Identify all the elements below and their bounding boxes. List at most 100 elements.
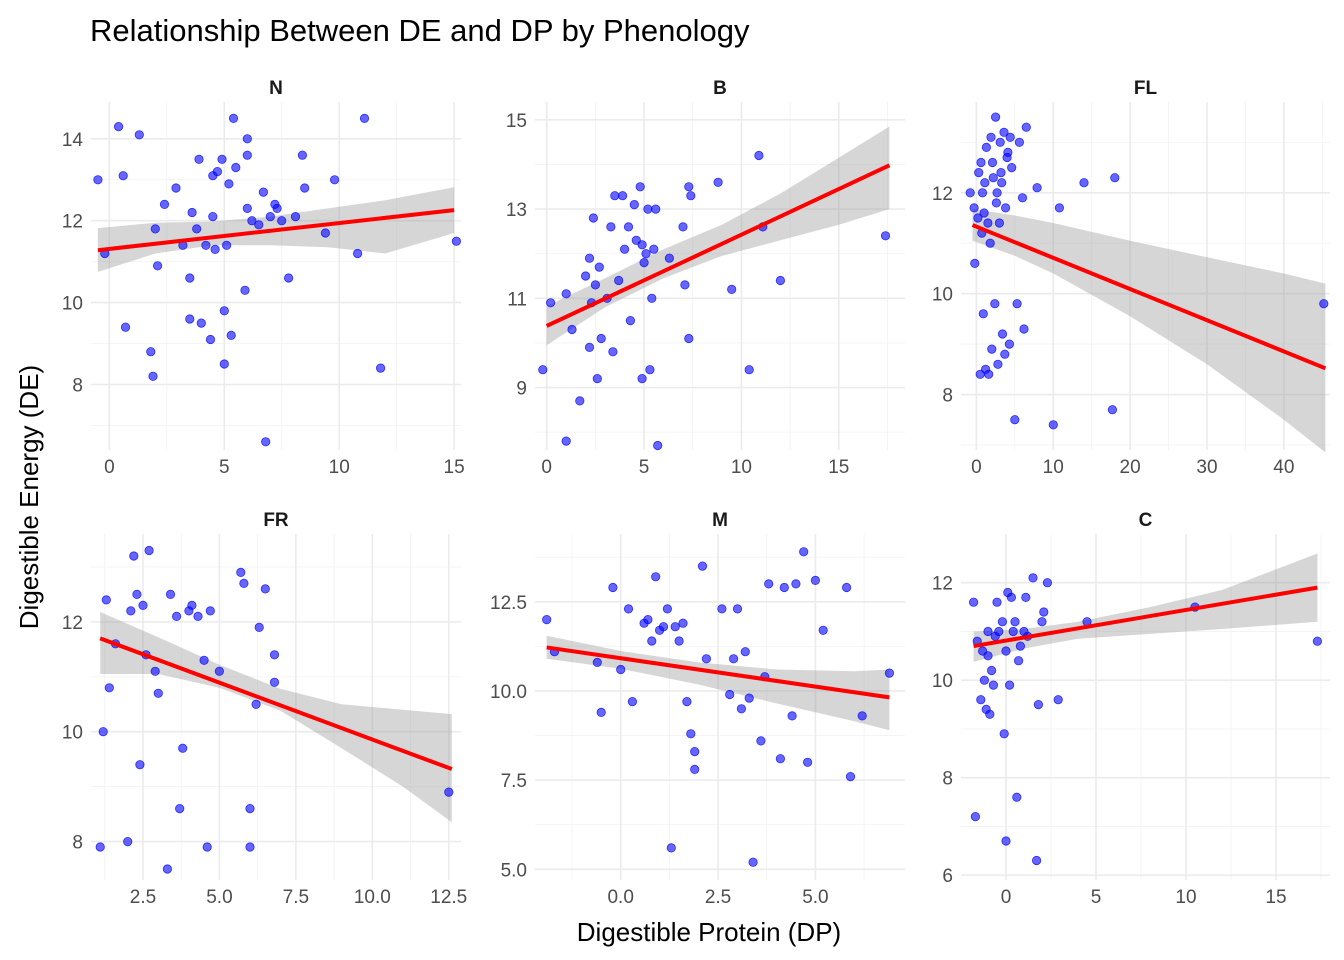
data-point	[978, 309, 988, 319]
data-point	[1012, 792, 1022, 802]
data-point	[979, 675, 990, 685]
data-point	[185, 314, 195, 324]
data-point	[684, 182, 694, 192]
data-point	[584, 253, 595, 263]
data-point	[973, 213, 983, 223]
data-point	[674, 636, 684, 646]
data-point	[970, 811, 981, 822]
x-tick-label: 12.5	[430, 887, 467, 908]
y-tick-label: 8	[72, 833, 83, 854]
data-point	[993, 359, 1003, 369]
data-point	[580, 271, 591, 281]
data-point	[992, 597, 1002, 607]
facet-panel-M: 0.0 2.5 5.0 5.0 7.5 10.0 12.5 M	[490, 510, 905, 908]
data-point	[616, 664, 626, 675]
x-tick-label: 0.0	[607, 887, 633, 908]
data-point	[1054, 203, 1065, 213]
data-point	[682, 696, 692, 707]
data-point	[748, 857, 758, 867]
data-point	[226, 330, 236, 340]
data-point	[187, 600, 197, 611]
data-point	[201, 240, 211, 250]
x-tick-label: 40	[1273, 457, 1294, 478]
x-tick-label: 15	[1265, 887, 1286, 908]
data-point	[981, 142, 992, 152]
data-point	[1048, 420, 1058, 430]
data-point	[775, 275, 786, 286]
data-point	[968, 597, 979, 607]
data-point	[1001, 646, 1011, 656]
data-point	[983, 651, 993, 661]
data-point	[717, 604, 727, 614]
data-point	[185, 273, 195, 283]
data-point	[596, 707, 606, 718]
data-point	[1000, 349, 1010, 359]
data-point	[690, 746, 700, 757]
data-point	[359, 113, 370, 124]
data-point	[245, 842, 255, 852]
data-point	[1014, 137, 1025, 147]
data-point	[258, 187, 268, 197]
data-point	[980, 178, 990, 188]
y-tick-label: 10.0	[490, 682, 527, 703]
data-point	[165, 589, 176, 600]
data-point	[641, 249, 651, 259]
data-point	[979, 208, 989, 218]
regression-line	[971, 223, 1327, 371]
facet-label: FR	[263, 510, 289, 531]
data-point	[617, 191, 628, 201]
data-point	[977, 188, 988, 198]
data-point	[1017, 193, 1028, 203]
regression-line	[546, 645, 890, 700]
data-point	[678, 618, 688, 628]
data-point	[1032, 183, 1042, 193]
data-point	[1312, 636, 1323, 646]
data-point	[732, 604, 743, 614]
data-point	[754, 150, 764, 161]
data-point	[242, 203, 252, 213]
data-point	[629, 200, 639, 210]
confidence-band	[973, 553, 1318, 662]
regression-line	[97, 208, 455, 253]
y-tick-label: 8	[942, 769, 953, 790]
data-point	[261, 437, 271, 447]
x-tick-label: 0	[971, 457, 982, 478]
data-point	[623, 604, 634, 614]
data-point	[240, 285, 250, 295]
facet-label: M	[712, 510, 728, 531]
confidence-band	[546, 126, 890, 346]
data-point	[625, 315, 636, 326]
data-point	[728, 654, 739, 664]
data-point	[647, 636, 657, 646]
data-point	[996, 168, 1006, 178]
y-tick-label: 14	[62, 130, 84, 151]
y-tick-label: 15	[506, 111, 527, 132]
data-point	[132, 589, 142, 600]
data-point	[153, 261, 163, 271]
data-point	[987, 344, 997, 354]
y-tick-label: 12.5	[490, 593, 527, 614]
data-point	[1015, 641, 1026, 651]
data-point	[272, 203, 282, 213]
data-point	[129, 551, 139, 561]
data-point	[974, 168, 984, 178]
data-point	[283, 273, 294, 283]
data-point	[614, 275, 624, 286]
data-point	[212, 167, 222, 177]
data-point	[976, 157, 986, 168]
data-point	[251, 699, 261, 709]
data-point	[146, 347, 156, 357]
data-point	[352, 248, 363, 259]
data-point	[542, 614, 552, 625]
data-point	[965, 188, 975, 198]
data-point	[196, 318, 206, 328]
data-point	[192, 224, 202, 234]
data-point	[134, 130, 144, 140]
x-tick-label: 30	[1196, 457, 1217, 478]
data-point	[985, 238, 995, 248]
data-point	[231, 162, 241, 173]
data-point	[994, 218, 1005, 228]
x-tick-label: 0	[1001, 887, 1012, 908]
data-point	[969, 203, 979, 213]
data-point	[126, 606, 136, 616]
